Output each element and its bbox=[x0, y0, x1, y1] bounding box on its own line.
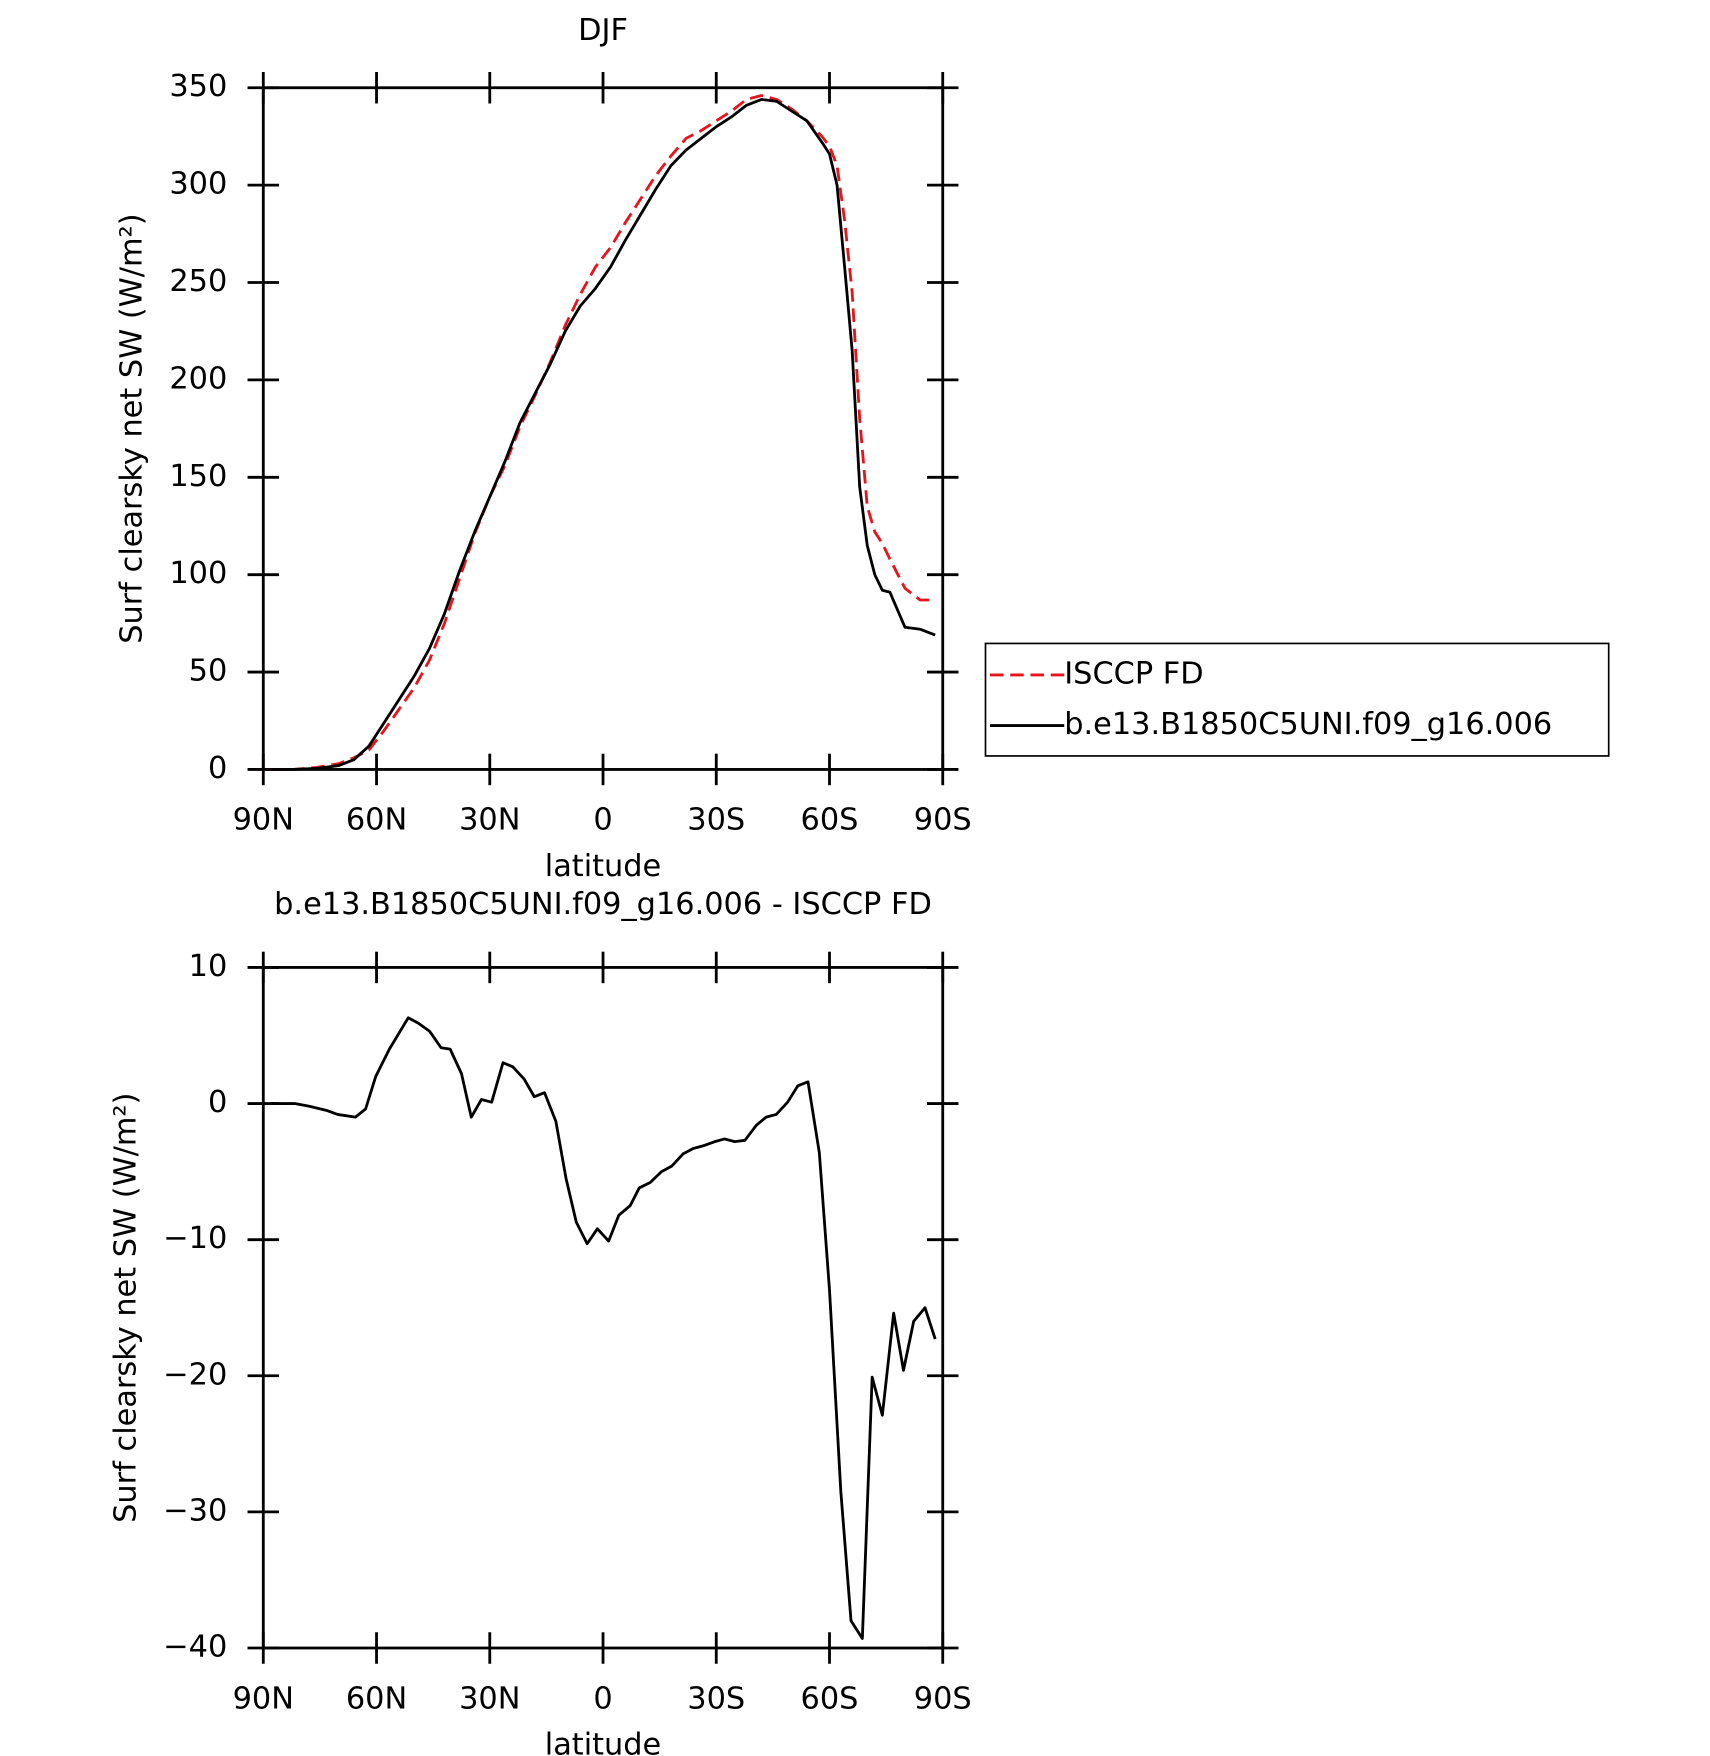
x-tick-label: 60N bbox=[346, 1681, 407, 1716]
y-tick-label: 100 bbox=[169, 556, 227, 591]
y-tick-label: −20 bbox=[163, 1357, 227, 1392]
x-tick-label: 0 bbox=[593, 1681, 612, 1716]
plot-frame bbox=[261, 86, 945, 771]
y-tick-label: −40 bbox=[163, 1630, 227, 1665]
legend-label: ISCCP FD bbox=[1064, 656, 1203, 691]
data-line bbox=[270, 94, 936, 771]
legend-box bbox=[984, 642, 1610, 757]
x-axis-label: latitude bbox=[545, 849, 661, 884]
y-tick-label: 0 bbox=[208, 1085, 227, 1120]
x-tick-label: 0 bbox=[593, 803, 612, 838]
x-tick-label: 90S bbox=[914, 1681, 972, 1716]
y-tick-label: 0 bbox=[208, 751, 227, 786]
data-line bbox=[270, 1016, 937, 1640]
y-tick-label: 200 bbox=[169, 361, 227, 396]
y-tick-label: 50 bbox=[189, 654, 228, 689]
x-axis-label: latitude bbox=[545, 1727, 661, 1756]
chart-title: DJF bbox=[578, 13, 628, 48]
y-tick-label: 10 bbox=[189, 949, 228, 984]
x-tick-label: 60S bbox=[801, 1681, 859, 1716]
plot-frame bbox=[261, 966, 945, 1650]
x-tick-label: 90N bbox=[233, 803, 294, 838]
x-tick-label: 30N bbox=[459, 1681, 520, 1716]
x-tick-label: 30N bbox=[459, 803, 520, 838]
y-axis-label: Surf clearsky net SW (W/m²) bbox=[109, 1093, 144, 1523]
legend-label: b.e13.B1850C5UNI.f09_g16.006 bbox=[1064, 707, 1552, 742]
y-tick-label: 300 bbox=[169, 167, 227, 202]
y-tick-label: 250 bbox=[169, 264, 227, 299]
y-tick-label: 350 bbox=[169, 69, 227, 104]
x-tick-label: 60S bbox=[801, 803, 859, 838]
chart-title: b.e13.B1850C5UNI.f09_g16.006 - ISCCP FD bbox=[274, 887, 932, 922]
x-tick-label: 90N bbox=[233, 1681, 294, 1716]
x-tick-label: 90S bbox=[914, 803, 972, 838]
x-tick-label: 60N bbox=[346, 803, 407, 838]
x-tick-label: 30S bbox=[687, 803, 745, 838]
x-tick-label: 30S bbox=[687, 1681, 745, 1716]
y-tick-label: −30 bbox=[163, 1493, 227, 1528]
y-tick-label: 150 bbox=[169, 459, 227, 494]
y-axis-label: Surf clearsky net SW (W/m²) bbox=[114, 213, 149, 643]
y-tick-label: −10 bbox=[163, 1221, 227, 1256]
data-line bbox=[270, 98, 936, 771]
